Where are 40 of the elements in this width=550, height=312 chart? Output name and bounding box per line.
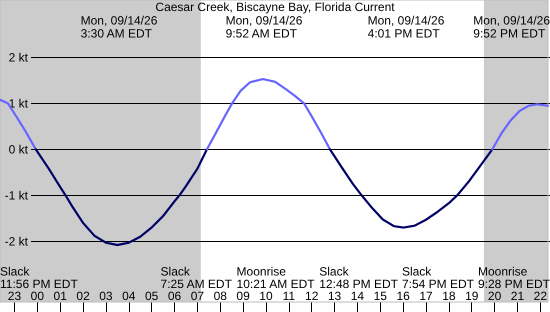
x-tick-label: 18 [442,289,456,303]
x-tick-label: 08 [214,289,228,303]
x-tick-label: 20 [488,289,502,303]
y-tick-label: -1 kt [4,188,29,202]
annotation: Slack 12:48 PM EDT [319,264,399,291]
annotation: Moonrise 10:21 AM EDT [236,264,316,291]
annotation: Moonrise 9:28 PM EDT [478,264,550,291]
x-tick-label: 05 [144,289,159,303]
x-tick-label: 22 [534,289,548,303]
chart-title: Caesar Creek, Biscayne Bay, Florida Current [155,0,396,14]
annotation: Slack 7:54 PM EDT [402,264,475,291]
annotation: Mon, 09/14/26 9:52 PM EDT [473,14,550,40]
annotation: Slack 7:25 AM EDT [160,264,233,291]
x-tick-label: 07 [190,289,204,303]
x-tick-label: 01 [54,289,68,303]
x-tick-label: 15 [374,289,388,303]
annotation: Slack 11:56 PM EDT [0,264,78,291]
annotation: Mon, 09/14/26 4:01 PM EDT [368,14,445,40]
x-tick-label: 14 [350,289,364,303]
x-tick-label: 13 [328,289,342,303]
x-tick-label: 10 [259,289,273,303]
y-tick-label: 2 kt [8,50,29,64]
annotation: Mon, 09/14/26 9:52 AM EDT [226,14,303,40]
y-tick-label: 0 kt [8,142,29,156]
line-series [491,103,550,150]
x-tick-label: 04 [122,289,136,303]
x-tick-label: 16 [396,289,410,303]
x-tick-label: 06 [168,289,182,303]
x-tick-label: 00 [30,289,44,303]
x-tick-label: 19 [465,289,479,303]
x-tick-label: 02 [76,289,90,303]
x-tick-label: 11 [282,289,296,303]
y-tick-label: -2 kt [4,234,29,248]
annotation: Mon, 09/14/26 3:30 AM EDT [80,14,158,40]
x-tick-label: 21 [510,289,524,303]
x-tick-label: 23 [8,289,22,303]
x-tick-label: 17 [419,289,434,303]
x-tick-label: 12 [305,289,319,303]
x-tick-label: 09 [236,289,250,303]
x-tick-label: 03 [99,289,113,303]
